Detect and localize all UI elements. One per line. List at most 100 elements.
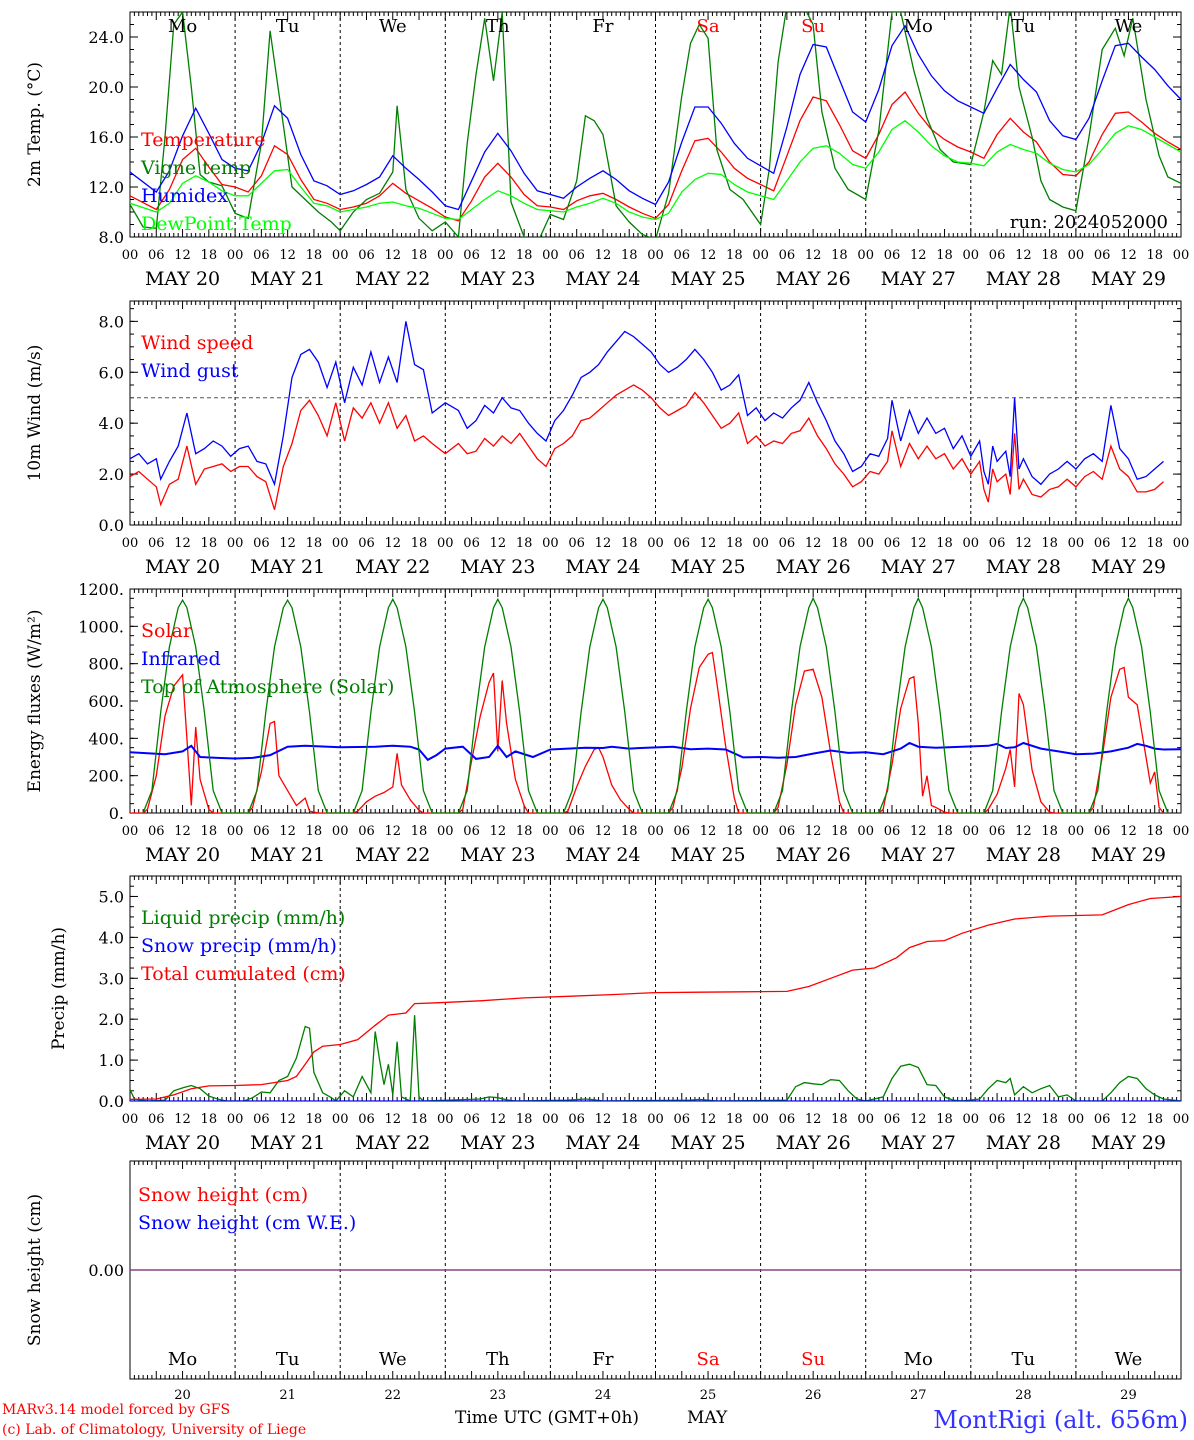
hour-label: 18 <box>831 824 848 839</box>
day-of-week-label: We <box>379 16 407 37</box>
day-of-week-label: Th <box>486 1349 510 1370</box>
date-label: MAY 25 <box>670 556 745 578</box>
credit-line-2: (c) Lab. of Climatology, University of L… <box>2 1422 306 1438</box>
hour-label: 12 <box>700 536 717 551</box>
hour-label: 06 <box>253 248 270 263</box>
hour-label: 06 <box>1094 248 1111 263</box>
legend-item: Snow height (cm) <box>138 1184 308 1206</box>
hour-label: 00 <box>437 536 454 551</box>
day-of-week-label: Fr <box>592 16 613 37</box>
date-label: MAY 22 <box>355 556 430 578</box>
hour-label: 12 <box>174 824 191 839</box>
hour-label: 12 <box>805 824 822 839</box>
legend-item: DewPoint Temp <box>141 213 292 235</box>
hour-label: 12 <box>805 248 822 263</box>
hour-label: 06 <box>989 824 1006 839</box>
hour-label: 06 <box>779 1112 796 1127</box>
hour-label: 12 <box>910 536 927 551</box>
hour-label: 12 <box>279 1112 296 1127</box>
hour-label: 00 <box>857 536 874 551</box>
legend-item: Vigne temp <box>140 157 251 179</box>
hour-label: 00 <box>1173 824 1190 839</box>
hour-label: 00 <box>857 1112 874 1127</box>
day-of-week-label: Mo <box>904 1349 933 1370</box>
date-label: MAY 20 <box>145 268 220 290</box>
y-tick-label: 12.0 <box>88 178 124 197</box>
day-of-week-label: Mo <box>168 1349 197 1370</box>
hour-label: 12 <box>1120 248 1137 263</box>
day-number-label: 21 <box>279 1388 296 1403</box>
hour-label: 00 <box>752 1112 769 1127</box>
day-of-week-label: Tu <box>276 1349 300 1370</box>
hour-label: 06 <box>463 536 480 551</box>
hour-label: 18 <box>621 536 638 551</box>
hour-label: 12 <box>700 248 717 263</box>
date-label: MAY 27 <box>881 1132 956 1154</box>
series-line-dewpoint-temp <box>130 119 1181 221</box>
hour-label: 00 <box>332 824 349 839</box>
date-label: MAY 21 <box>250 556 325 578</box>
hour-label: 18 <box>411 1112 428 1127</box>
hour-label: 18 <box>411 248 428 263</box>
hour-label: 18 <box>411 536 428 551</box>
hour-label: 12 <box>490 536 507 551</box>
hour-label: 00 <box>122 1112 139 1127</box>
hour-label: 18 <box>621 248 638 263</box>
y-tick-label: 1000. <box>78 617 124 636</box>
date-label: MAY 29 <box>1091 844 1166 866</box>
date-label: MAY 22 <box>355 1132 430 1154</box>
date-label: MAY 29 <box>1091 1132 1166 1154</box>
series-line-humidex <box>130 24 1181 211</box>
hour-label: 12 <box>595 536 612 551</box>
hour-label: 12 <box>805 536 822 551</box>
hour-label: 00 <box>542 536 559 551</box>
date-label: MAY 28 <box>986 556 1061 578</box>
hour-label: 00 <box>332 248 349 263</box>
date-label: MAY 28 <box>986 1132 1061 1154</box>
hour-label: 18 <box>306 536 323 551</box>
hour-label: 00 <box>542 1112 559 1127</box>
legend-item: Wind speed <box>141 332 253 354</box>
hour-label: 06 <box>568 824 585 839</box>
date-label: MAY 22 <box>355 268 430 290</box>
date-label: MAY 25 <box>670 1132 745 1154</box>
hour-label: 12 <box>595 248 612 263</box>
hour-label: 12 <box>1120 824 1137 839</box>
legend-item: Wind gust <box>141 360 239 382</box>
hour-label: 06 <box>463 824 480 839</box>
hour-label: 18 <box>1041 1112 1058 1127</box>
y-tick-label: 2.0 <box>99 1010 124 1029</box>
hour-label: 18 <box>516 536 533 551</box>
hour-label: 18 <box>306 1112 323 1127</box>
day-of-week-label: Tu <box>1012 1349 1036 1370</box>
series-line-infrared <box>130 741 1181 762</box>
hour-label: 06 <box>779 248 796 263</box>
hour-label: 18 <box>936 824 953 839</box>
hour-label: 18 <box>306 824 323 839</box>
hour-label: 00 <box>227 1112 244 1127</box>
hour-label: 18 <box>516 824 533 839</box>
hour-label: 12 <box>595 1112 612 1127</box>
hour-label: 18 <box>1041 824 1058 839</box>
day-number-label: 20 <box>174 1388 191 1403</box>
hour-label: 12 <box>910 824 927 839</box>
hour-label: 00 <box>227 248 244 263</box>
hour-label: 18 <box>831 1112 848 1127</box>
hour-label: 12 <box>1015 1112 1032 1127</box>
hour-label: 18 <box>936 536 953 551</box>
hour-label: 06 <box>148 248 165 263</box>
hour-label: 06 <box>253 1112 270 1127</box>
date-label: MAY 24 <box>565 844 640 866</box>
hour-label: 18 <box>621 1112 638 1127</box>
y-axis-label: 10m Wind (m/s) <box>25 345 45 482</box>
day-of-week-label: Mo <box>168 16 197 37</box>
panel-4: 0.0 1.0 2.0 3.0 4.0 5.0 Precip (mm/h) Liquid pr… <box>49 875 1189 1154</box>
hour-label: 06 <box>1094 1112 1111 1127</box>
y-axis-label: Precip (mm/h) <box>49 927 69 1050</box>
hour-label: 12 <box>384 1112 401 1127</box>
date-label: MAY 23 <box>460 844 535 866</box>
day-number-label: 27 <box>910 1388 927 1403</box>
hour-label: 00 <box>647 824 664 839</box>
hour-label: 18 <box>936 248 953 263</box>
hour-label: 00 <box>227 536 244 551</box>
